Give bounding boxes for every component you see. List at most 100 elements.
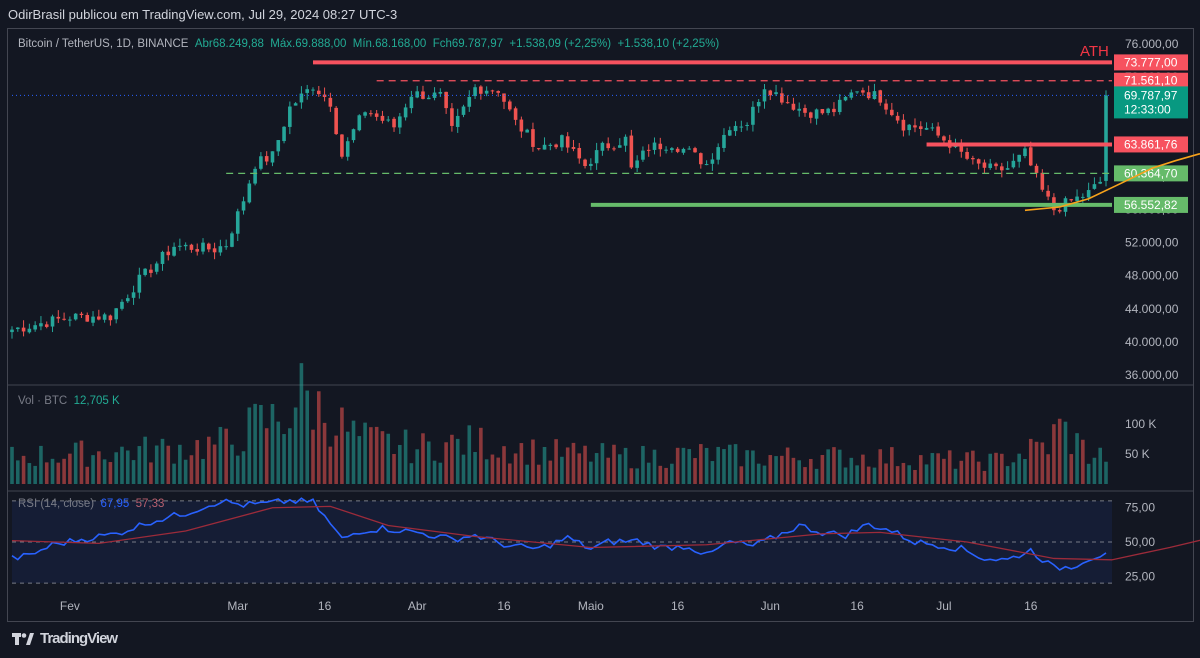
candle-body — [479, 86, 483, 94]
candle-body — [1046, 190, 1050, 197]
candle-body — [426, 97, 431, 100]
candle-body — [646, 149, 651, 151]
volume-bar — [872, 467, 877, 484]
rsi-band — [12, 500, 1112, 584]
volume-bar — [930, 453, 935, 484]
volume-bar — [982, 470, 987, 484]
candle-body — [409, 96, 414, 109]
volume-bar — [1069, 454, 1074, 484]
candle-body — [959, 142, 964, 152]
x-tick-label: Abr — [408, 599, 427, 613]
volume-bar — [345, 431, 350, 484]
volume-bar — [1023, 458, 1027, 484]
x-tick-label: Mar — [227, 599, 248, 613]
candle-body — [994, 163, 998, 167]
volume-bar — [837, 449, 842, 484]
volume-bar — [942, 458, 946, 484]
candle-body — [820, 109, 825, 114]
candle-body — [971, 157, 975, 160]
candle-body — [247, 183, 252, 203]
candle-body — [120, 301, 124, 309]
candle-body — [149, 269, 153, 273]
candle-body — [108, 315, 113, 321]
volume-bar — [10, 446, 14, 484]
candle-body — [768, 90, 773, 96]
volume-bar — [565, 447, 570, 484]
level-price-tag — [1114, 196, 1188, 213]
chart-frame — [7, 28, 1194, 622]
volume-bar — [85, 466, 90, 484]
volume-bar — [97, 451, 101, 484]
volume-bar — [895, 466, 900, 484]
candle-body — [1098, 181, 1103, 184]
volume-bar — [727, 444, 732, 484]
candle-body — [293, 103, 298, 106]
candle-body — [27, 328, 32, 333]
volume-bar — [27, 463, 32, 484]
rsi-tick-label: 25,00 — [1125, 569, 1155, 583]
publisher-header: OdirBrasil publicou em TradingView.com, … — [8, 7, 398, 22]
price-tick-label: 36.000,00 — [1125, 368, 1179, 382]
candle-body — [814, 109, 819, 119]
price-tick-label: 76.000,00 — [1125, 37, 1179, 51]
candle-body — [357, 115, 362, 131]
candle-body — [351, 129, 356, 141]
candle-body — [1092, 184, 1097, 189]
volume-bar — [444, 442, 448, 484]
candle-body — [739, 126, 744, 128]
volume-bar — [901, 462, 906, 484]
price-tick-label: 44.000,00 — [1125, 302, 1179, 316]
volume-bar — [936, 453, 940, 484]
candle-body — [288, 106, 292, 127]
volume-bar — [1063, 421, 1068, 484]
candle-body — [612, 148, 616, 150]
high-value: Máx.69.888,00 — [270, 38, 347, 50]
volume-bar — [183, 459, 188, 484]
volume-bar — [56, 462, 61, 484]
volume-bar — [33, 465, 37, 484]
candle-body — [189, 244, 194, 250]
volume-bar — [409, 463, 414, 484]
volume-bar — [131, 460, 136, 484]
volume-bar — [125, 450, 130, 484]
candle-body — [681, 148, 686, 153]
footer[interactable]: TradingView — [12, 630, 118, 647]
candle-body — [1086, 190, 1091, 198]
candle-body — [623, 136, 628, 146]
candle-body — [178, 245, 182, 247]
price-tick-label: 48.000,00 — [1125, 269, 1179, 283]
candle-body — [276, 140, 281, 152]
candle-body — [282, 126, 286, 142]
volume-bar — [421, 433, 425, 484]
tradingview-logo-icon — [12, 632, 34, 645]
candle-body — [114, 308, 118, 320]
candle-body — [490, 90, 495, 92]
candle-body — [560, 135, 564, 148]
symbol-legend: Bitcoin / TetherUS, 1D, BINANCE Abr68.24… — [18, 38, 719, 50]
volume-bar — [1075, 433, 1079, 484]
candle-body — [97, 316, 101, 320]
volume-bar — [687, 449, 692, 484]
volume-bar — [820, 454, 825, 484]
candle-body — [1017, 154, 1021, 162]
volume-bar — [270, 404, 275, 484]
candle-body — [808, 112, 813, 118]
volume-bar — [276, 421, 281, 484]
volume-bar — [710, 461, 715, 484]
volume-bar — [282, 434, 286, 484]
rsi-ma-value: 57,33 — [135, 498, 165, 510]
candle-body — [641, 150, 645, 160]
volume-bar — [50, 458, 55, 484]
volume-bar — [739, 466, 744, 484]
volume-bar — [450, 434, 454, 484]
volume-bar — [1011, 462, 1016, 484]
candle-body — [334, 107, 338, 135]
candle-body — [780, 93, 784, 103]
candle-body — [542, 144, 547, 150]
candle-body — [253, 168, 257, 184]
volume-bar — [716, 446, 720, 484]
volume-value: 12,705 K — [73, 395, 120, 407]
volume-bar — [965, 452, 969, 484]
volume-bar — [166, 445, 171, 484]
